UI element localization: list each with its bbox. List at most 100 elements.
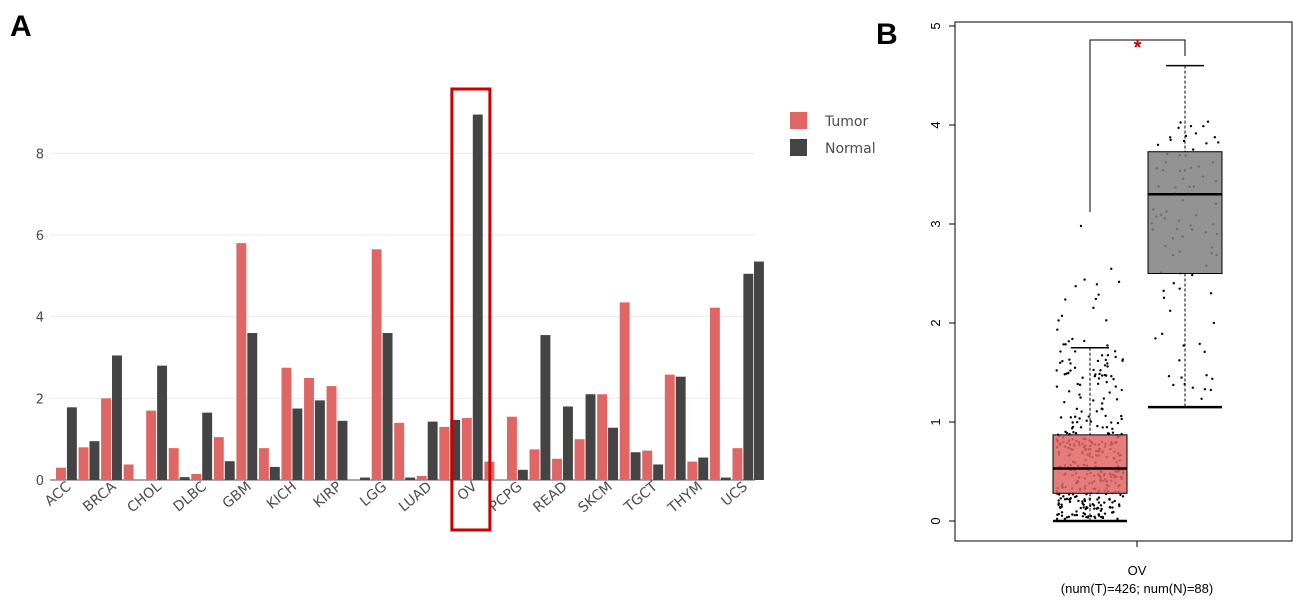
data-point-tumor [1093, 507, 1096, 510]
data-point-tumor [1094, 297, 1098, 301]
data-point-tumor [1102, 474, 1106, 477]
data-point-tumor [1081, 452, 1084, 455]
data-point-tumor [1106, 344, 1109, 347]
data-point-normal [1173, 192, 1177, 195]
data-point-normal [1164, 161, 1168, 164]
data-point-tumor [1064, 298, 1067, 301]
bar-tumor-brca [101, 398, 112, 480]
x-tick-label-chol: CHOL [124, 479, 164, 517]
data-point-tumor [1067, 390, 1071, 393]
data-point-tumor [1097, 293, 1100, 296]
data-point-tumor [1064, 430, 1067, 433]
data-point-tumor [1068, 500, 1072, 504]
plot-frame [949, 21, 1293, 547]
data-point-tumor [1111, 473, 1114, 476]
data-point-tumor [1059, 442, 1062, 446]
data-point-normal [1190, 228, 1194, 231]
data-point-tumor [1101, 407, 1104, 411]
data-point-tumor [1121, 495, 1125, 498]
data-point-tumor [1056, 440, 1059, 443]
bar-tumor-chol [146, 410, 157, 480]
bar-tumor-ucs [732, 448, 743, 480]
data-point-tumor [1106, 490, 1110, 493]
data-point-tumor [1060, 511, 1064, 514]
data-point-tumor [1063, 464, 1067, 467]
data-point-tumor [1099, 369, 1102, 372]
data-point-normal [1154, 337, 1157, 340]
data-point-normal [1210, 246, 1214, 249]
data-point-tumor [1061, 483, 1064, 486]
data-point-tumor [1093, 375, 1097, 378]
data-point-tumor [1055, 438, 1058, 441]
data-point-tumor [1067, 439, 1071, 442]
data-point-normal [1159, 271, 1162, 274]
bar-normal-ucs [743, 273, 754, 480]
data-point-tumor [1078, 383, 1082, 387]
data-point-tumor [1068, 453, 1071, 457]
data-point-normal [1150, 222, 1153, 225]
data-point-tumor [1068, 453, 1072, 456]
data-point-normal [1178, 153, 1181, 157]
data-point-tumor [1104, 492, 1108, 496]
data-point-tumor [1073, 513, 1077, 517]
data-point-tumor [1085, 419, 1088, 422]
x-axis-label: OV [1128, 563, 1147, 578]
data-point-tumor [1105, 455, 1108, 459]
data-point-tumor [1082, 445, 1086, 449]
data-point-tumor [1082, 437, 1085, 440]
data-point-tumor [1092, 487, 1095, 490]
data-point-tumor [1105, 480, 1109, 483]
data-point-tumor [1108, 391, 1111, 394]
data-point-tumor [1084, 485, 1087, 488]
data-point-tumor [1111, 431, 1115, 434]
data-point-tumor [1088, 439, 1091, 442]
data-point-normal [1189, 124, 1193, 128]
bar-normal-brca [112, 355, 122, 480]
data-point-tumor [1113, 441, 1117, 444]
data-point-tumor [1084, 444, 1087, 448]
data-point-tumor [1055, 385, 1059, 388]
data-point-tumor [1099, 509, 1103, 512]
x-tick-label-dlbc: DLBC [171, 479, 210, 516]
data-point-tumor [1101, 450, 1104, 454]
bar-tumor-thym [687, 461, 698, 480]
data-point-tumor [1100, 354, 1104, 357]
bar-tumor-lusc [439, 426, 450, 480]
data-point-tumor [1089, 440, 1093, 443]
data-point-normal [1188, 185, 1191, 189]
bar-tumor-gbm [236, 243, 247, 480]
data-point-tumor [1089, 472, 1092, 475]
data-point-normal [1166, 152, 1169, 156]
data-point-tumor [1096, 424, 1099, 428]
data-point-tumor [1069, 369, 1072, 372]
data-point-tumor [1083, 464, 1086, 467]
data-point-tumor [1073, 495, 1077, 499]
panel-b-letter: B [876, 18, 898, 51]
data-point-tumor [1057, 452, 1061, 455]
data-point-tumor [1074, 472, 1078, 475]
bar-tumor-lgg [371, 249, 382, 480]
data-point-tumor [1062, 495, 1065, 498]
data-point-tumor [1094, 443, 1097, 446]
data-point-tumor [1063, 445, 1067, 448]
data-point-tumor [1083, 513, 1087, 516]
data-point-tumor [1087, 468, 1090, 471]
data-point-tumor [1117, 470, 1120, 473]
data-point-tumor [1069, 362, 1072, 365]
data-point-normal [1168, 309, 1172, 312]
data-point-tumor [1067, 371, 1070, 375]
data-point-tumor [1110, 511, 1114, 514]
data-point-tumor [1116, 517, 1119, 521]
data-point-tumor [1111, 506, 1114, 509]
bar-normal-skcm [608, 427, 619, 480]
data-point-tumor [1089, 491, 1093, 495]
data-point-tumor [1109, 448, 1112, 451]
bar-normal-pcpg [517, 469, 528, 480]
data-point-tumor [1097, 472, 1100, 476]
x-tick-label-gbm: GBM [220, 479, 255, 512]
data-point-tumor [1101, 515, 1104, 519]
bar-tumor-sarc [574, 439, 585, 480]
data-point-tumor [1094, 449, 1098, 453]
data-point-tumor [1068, 498, 1071, 501]
data-point-tumor [1097, 489, 1101, 492]
